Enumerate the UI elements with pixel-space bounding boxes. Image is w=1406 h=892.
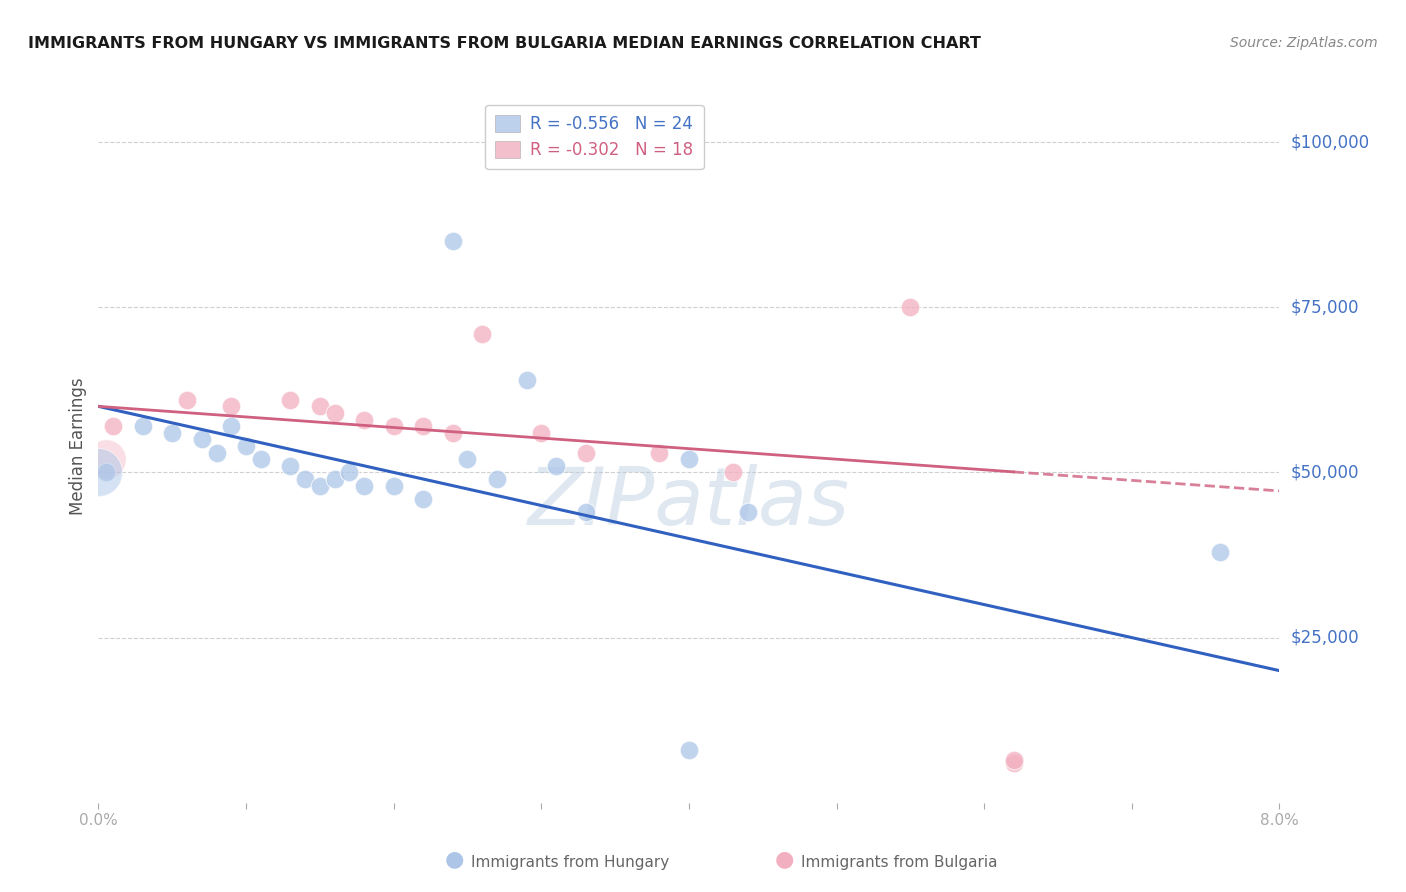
Point: [323, 472, 346, 486]
Point: [162, 425, 183, 440]
Point: [574, 505, 596, 519]
Point: [485, 472, 508, 486]
Point: [308, 478, 332, 492]
Point: [412, 491, 434, 506]
Point: [278, 458, 301, 473]
Point: [898, 300, 921, 314]
Point: [94, 466, 117, 480]
Text: $100,000: $100,000: [1291, 133, 1369, 151]
Point: [515, 373, 537, 387]
Point: [323, 406, 346, 420]
Point: [412, 419, 434, 434]
Point: [530, 425, 553, 440]
Text: IMMIGRANTS FROM HUNGARY VS IMMIGRANTS FROM BULGARIA MEDIAN EARNINGS CORRELATION : IMMIGRANTS FROM HUNGARY VS IMMIGRANTS FR…: [28, 36, 981, 51]
Point: [94, 452, 117, 467]
Point: [678, 452, 700, 467]
Point: [132, 419, 155, 434]
Point: [1002, 756, 1025, 771]
Point: [103, 419, 124, 434]
Point: [176, 392, 198, 407]
Point: [721, 466, 744, 480]
Text: ZIPatlas: ZIPatlas: [527, 464, 851, 542]
Point: [308, 400, 332, 414]
Text: $75,000: $75,000: [1291, 298, 1360, 317]
Legend: R = -0.556   N = 24, R = -0.302   N = 18: R = -0.556 N = 24, R = -0.302 N = 18: [485, 104, 703, 169]
Point: [294, 472, 316, 486]
Point: [87, 466, 110, 480]
Y-axis label: Median Earnings: Median Earnings: [69, 377, 87, 515]
Point: [219, 400, 242, 414]
Text: Immigrants from Bulgaria: Immigrants from Bulgaria: [801, 855, 998, 870]
Text: $50,000: $50,000: [1291, 464, 1360, 482]
Point: [382, 419, 405, 434]
Point: [737, 505, 759, 519]
Point: [648, 445, 671, 459]
Point: [574, 445, 596, 459]
Text: Source: ZipAtlas.com: Source: ZipAtlas.com: [1230, 36, 1378, 50]
Point: [471, 326, 494, 341]
Point: [250, 452, 273, 467]
Point: [441, 425, 464, 440]
Point: [205, 445, 228, 459]
Point: [235, 439, 257, 453]
Point: [353, 478, 375, 492]
Point: [353, 412, 375, 426]
Point: [544, 458, 567, 473]
Text: $25,000: $25,000: [1291, 629, 1360, 647]
Point: [678, 743, 700, 757]
Text: ●: ●: [444, 850, 464, 870]
Point: [337, 466, 360, 480]
Point: [219, 419, 242, 434]
Point: [456, 452, 478, 467]
Text: ●: ●: [775, 850, 794, 870]
Point: [1002, 753, 1025, 767]
Point: [191, 433, 214, 447]
Point: [441, 234, 464, 248]
Point: [278, 392, 301, 407]
Point: [1209, 545, 1232, 559]
Text: Immigrants from Hungary: Immigrants from Hungary: [471, 855, 669, 870]
Point: [382, 478, 405, 492]
